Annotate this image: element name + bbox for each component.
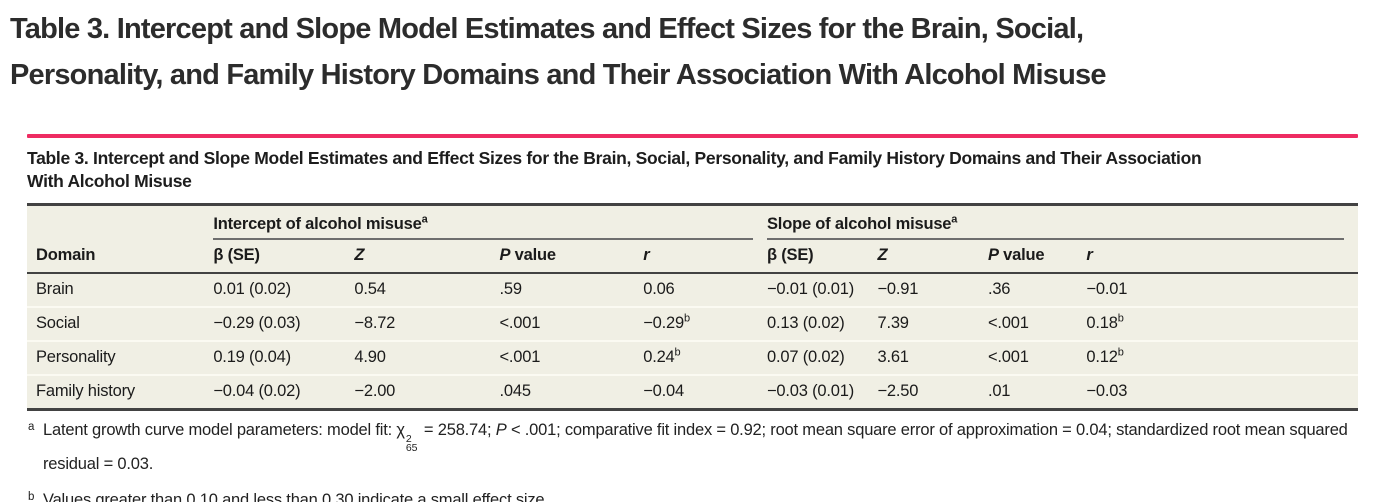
cell-intercept-p: <.001 xyxy=(499,340,644,375)
cell-intercept-beta: −0.04 (0.02) xyxy=(213,374,355,408)
table-panel: Table 3. Intercept and Slope Model Estim… xyxy=(27,134,1358,411)
intercept-group-footnote-mark: a xyxy=(421,213,428,226)
cell-intercept-r: −0.04 xyxy=(643,374,767,408)
group-header-row: Domain Intercept of alcohol misusea Slop… xyxy=(27,206,1358,274)
cell-intercept-z: −2.00 xyxy=(354,374,500,408)
slope-group-label: Slope of alcohol misuse xyxy=(767,215,952,233)
intercept-r-header: r xyxy=(643,240,767,274)
slope-z-header: Z xyxy=(877,240,988,274)
chi-square-sub-sup: 2 65 xyxy=(405,433,418,454)
cell-slope-p: .01 xyxy=(987,374,1087,408)
domain-column-header: Domain xyxy=(27,206,214,274)
cell-slope-z: −2.50 xyxy=(877,374,988,408)
cell-intercept-beta: 0.19 (0.04) xyxy=(213,340,355,375)
footnote-a-text: Latent growth curve model parameters: mo… xyxy=(43,421,1348,473)
page-title: Table 3. Intercept and Slope Model Estim… xyxy=(10,6,1364,98)
slope-group-footnote-mark: a xyxy=(951,213,958,226)
slope-r-header: r xyxy=(1086,240,1358,274)
table-caption: Table 3. Intercept and Slope Model Estim… xyxy=(27,138,1358,203)
cell-slope-z: 3.61 xyxy=(877,340,988,375)
cell-slope-p: <.001 xyxy=(987,306,1087,341)
cell-intercept-z: 4.90 xyxy=(354,340,500,375)
estimates-table: Domain Intercept of alcohol misusea Slop… xyxy=(27,206,1358,408)
intercept-z-header: Z xyxy=(354,240,500,274)
cell-slope-beta: −0.01 (0.01) xyxy=(767,280,855,298)
accent-top-rule xyxy=(27,134,1358,138)
cell-intercept-p: <.001 xyxy=(499,306,644,341)
cell-intercept-p: .59 xyxy=(499,280,522,298)
cell-slope-r: 0.18b xyxy=(1086,306,1358,341)
cell-intercept-r: 0.06 xyxy=(643,280,675,298)
domain-cell: Social xyxy=(27,306,214,341)
intercept-group-label: Intercept of alcohol misuse xyxy=(213,215,422,233)
cell-slope-beta: 0.07 (0.02) xyxy=(767,340,878,375)
table-footnotes: a Latent growth curve model parameters: … xyxy=(28,419,1358,502)
cell-intercept-z: −8.72 xyxy=(354,306,500,341)
domain-cell: Personality xyxy=(27,340,214,375)
cell-intercept-r: −0.29b xyxy=(643,306,767,341)
footnote-b-marker: b xyxy=(28,491,35,502)
cell-intercept-z: 0.54 xyxy=(354,280,386,298)
table-row-personality: Personality 0.19 (0.04) 4.90 <.001 0.24b… xyxy=(27,340,1358,375)
page-title-line2: Personality, and Family History Domains … xyxy=(10,59,1107,91)
cell-slope-p: <.001 xyxy=(987,340,1087,375)
intercept-pvalue-header: P value xyxy=(499,240,644,274)
footnote-a-marker: a xyxy=(28,421,35,433)
table-row-social: Social −0.29 (0.03) −8.72 <.001 −0.29b 0… xyxy=(27,306,1358,341)
table-caption-line2: With Alcohol Misuse xyxy=(27,171,192,191)
domain-cell: Family history xyxy=(27,374,214,408)
slope-group-header: Slope of alcohol misusea xyxy=(767,206,1358,240)
slope-beta-header: β (SE) xyxy=(767,240,878,274)
cell-intercept-r: 0.24b xyxy=(643,340,767,375)
cell-intercept-p: .045 xyxy=(499,374,644,408)
cell-slope-r: −0.03 xyxy=(1086,374,1358,408)
cell-intercept-beta: 0.01 (0.02) xyxy=(213,280,291,298)
domain-cell: Brain xyxy=(36,280,74,298)
cell-slope-r: −0.01 xyxy=(1086,280,1128,298)
page-title-line1: Table 3. Intercept and Slope Model Estim… xyxy=(10,13,1084,45)
cell-slope-z: −0.91 xyxy=(877,280,919,298)
column-header-row: β (SE) Z P value r β (SE) Z P value r xyxy=(27,240,1358,274)
cell-slope-r: 0.12b xyxy=(1086,340,1358,375)
table-row-brain: Brain 0.01 (0.02) 0.54 .59 0.06 −0.01 (0… xyxy=(27,273,1358,307)
intercept-beta-header: β (SE) xyxy=(213,240,355,274)
table-row-family-history: Family history −0.04 (0.02) −2.00 .045 −… xyxy=(27,374,1358,408)
cell-slope-p: .36 xyxy=(987,280,1011,298)
table-caption-line1: Table 3. Intercept and Slope Model Estim… xyxy=(27,148,1202,168)
cell-slope-beta: 0.13 (0.02) xyxy=(767,306,878,341)
table-block: Domain Intercept of alcohol misusea Slop… xyxy=(27,203,1358,411)
footnote-b: b Values greater than 0.10 and less than… xyxy=(28,489,1358,502)
cell-intercept-beta: −0.29 (0.03) xyxy=(213,306,355,341)
cell-slope-beta: −0.03 (0.01) xyxy=(767,374,878,408)
cell-slope-z: 7.39 xyxy=(877,306,988,341)
intercept-group-header: Intercept of alcohol misusea xyxy=(213,206,767,240)
slope-pvalue-header: P value xyxy=(987,240,1087,274)
footnote-b-text: Values greater than 0.10 and less than 0… xyxy=(43,491,549,502)
footnote-a: a Latent growth curve model parameters: … xyxy=(28,419,1358,476)
